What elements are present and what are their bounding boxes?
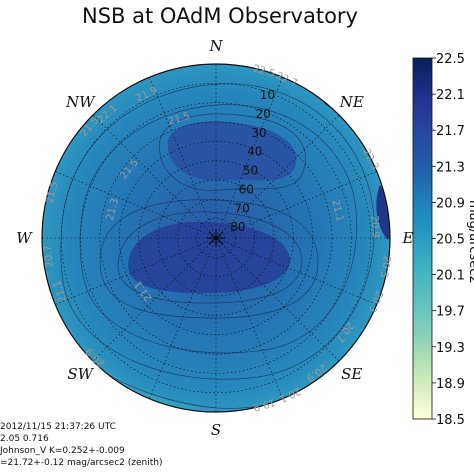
colorbar-tick-label: 18.9: [436, 377, 465, 392]
altitude-ring-70: [177, 199, 255, 277]
direction-label-ne: NE: [339, 93, 364, 111]
colorbar-tick-label: 20.5: [436, 233, 465, 248]
azimuth-spoke: [92, 114, 217, 239]
zenith-marker: [206, 230, 226, 246]
horizon-circle: [41, 63, 391, 413]
info-line-2: 2.05 0.716: [0, 434, 49, 444]
colorbar-label: mag/arcsec2: [466, 200, 474, 284]
dark-region-south: [128, 221, 291, 294]
altitude-label-50: 50: [243, 164, 258, 178]
altitude-label-40: 40: [247, 145, 262, 159]
direction-label-n: N: [208, 37, 223, 55]
altitude-label-30: 30: [251, 126, 266, 140]
colorbar-tick-label: 21.7: [436, 124, 465, 139]
info-line-1: 2012/11/15 21:37:26 UTC: [0, 422, 116, 432]
altitude-ring-20: [80, 102, 352, 374]
altitude-label-20: 20: [256, 107, 271, 121]
azimuth-spoke: [215, 77, 283, 239]
azimuth-spoke: [92, 237, 217, 362]
colorbar-tick-label: 19.3: [436, 341, 465, 356]
contour-label: 20.5: [378, 255, 393, 279]
azimuth-spoke: [149, 237, 217, 399]
azimuth-spoke: [55, 237, 217, 305]
azimuth-spoke: [215, 171, 377, 239]
contour-label: 21.1: [329, 199, 345, 223]
azimuth-spoke: [215, 237, 340, 362]
altitude-ring-60: [157, 179, 275, 297]
colorbar-tick-label: 22.1: [436, 88, 465, 103]
altitude-ring-10: [61, 83, 371, 393]
direction-label-e: E: [402, 229, 414, 247]
direction-label-sw: SW: [67, 365, 94, 383]
contour-label: 20.7: [43, 245, 56, 268]
direction-label-nw: NW: [65, 93, 96, 111]
contour-label: 20.9: [368, 215, 381, 238]
info-line-3: Johnson_V K=0.252+-0.009: [0, 446, 125, 456]
azimuth-spoke: [55, 171, 217, 239]
azimuth-spoke: [215, 114, 340, 239]
colorbar: [412, 57, 433, 420]
altitude-ring-80: [196, 218, 236, 258]
altitude-label-70: 70: [234, 201, 249, 215]
altitude-label-60: 60: [239, 182, 254, 196]
dark-region-north: [167, 121, 297, 181]
dark-region-east: [376, 185, 390, 240]
altitude-label-10: 10: [260, 88, 275, 102]
azimuth-spoke: [215, 237, 283, 399]
direction-label-s: S: [211, 421, 221, 439]
info-line-4: =21.72+-0.12 mag/arcsec2 (zenith): [0, 458, 163, 468]
colorbar-tick-label: 20.1: [436, 269, 465, 284]
colorbar-tick-label: 18.5: [436, 413, 465, 428]
colorbar-tick-label: 21.3: [436, 160, 465, 175]
direction-label-w: W: [16, 229, 33, 247]
azimuth-spoke: [149, 77, 217, 239]
azimuth-spoke: [215, 237, 377, 305]
direction-label-se: SE: [341, 365, 362, 383]
chart-title: NSB at OAdM Observatory: [82, 4, 358, 28]
altitude-label-80: 80: [230, 220, 245, 234]
colorbar-tick-label: 19.7: [436, 305, 465, 320]
colorbar-tick-label: 22.5: [436, 52, 465, 67]
colorbar-tick-label: 20.9: [436, 196, 465, 211]
